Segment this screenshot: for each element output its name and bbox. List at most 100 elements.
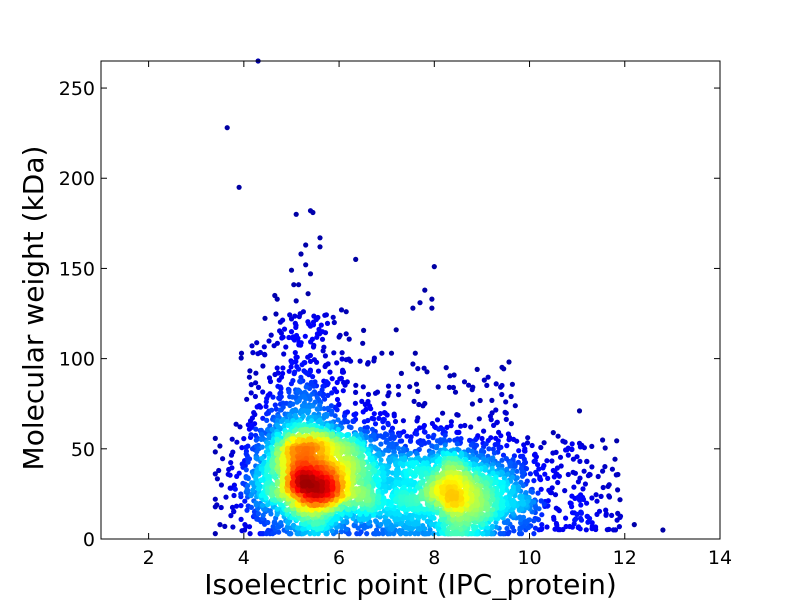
data-point [450,384,456,391]
data-point [435,384,441,390]
data-point [493,502,499,509]
data-point [250,350,256,356]
data-point [529,442,535,449]
data-point [383,447,389,453]
data-point [325,405,331,411]
data-point [241,436,247,442]
data-point [501,475,507,481]
data-point [335,426,341,432]
data-point [421,429,427,435]
data-point [429,443,435,449]
data-point [311,342,317,348]
data-point [289,360,295,366]
data-point [299,362,305,368]
data-point [307,208,314,214]
data-point [484,506,490,512]
data-point [411,398,417,404]
data-point [549,458,555,464]
data-point [280,417,286,423]
data-point [373,527,380,533]
data-point [585,473,592,479]
data-point [296,314,302,320]
data-point [339,350,345,356]
data-point [281,326,288,332]
data-point [542,471,548,477]
data-point [454,441,460,447]
data-point [249,415,255,421]
data-point [382,484,388,490]
data-point [569,504,575,510]
data-point [505,471,511,477]
data-point [412,350,418,356]
data-point [310,374,316,380]
data-point [399,528,405,534]
data-point [363,497,369,504]
data-point [524,499,531,505]
data-point [431,264,437,270]
data-point [247,531,253,537]
data-point [509,474,516,480]
data-point [541,440,547,446]
data-point [271,473,277,480]
data-point [425,433,431,440]
data-point [555,433,561,439]
data-point [257,404,264,410]
data-point [292,350,298,356]
data-point [506,359,512,365]
data-point [368,437,374,443]
data-point [512,403,518,409]
data-point [253,502,259,508]
data-point [229,436,235,442]
data-point [359,523,365,529]
data-point [367,403,373,409]
data-point [343,357,349,363]
data-point [238,355,244,361]
data-point [612,456,618,462]
data-point [267,391,273,397]
data-point [270,394,276,400]
data-point [499,391,505,398]
data-point [220,456,226,462]
data-point [533,469,539,475]
data-point [476,416,482,422]
data-point [294,525,301,531]
data-point [395,445,402,451]
data-point [434,466,440,472]
data-point [532,525,539,531]
data-point [315,419,321,425]
data-point [469,387,475,393]
data-point [505,431,511,437]
data-point [236,470,242,476]
data-point [531,531,537,537]
data-point [321,412,328,418]
data-point [613,472,619,478]
data-point [508,393,514,400]
data-point [288,364,294,370]
data-point [308,379,314,385]
data-point [262,352,268,358]
data-point [397,511,403,518]
data-point [346,424,352,430]
data-point [508,421,514,427]
data-point [314,359,320,365]
data-point [216,467,222,474]
data-point [303,242,309,248]
data-point [307,358,314,364]
data-point [388,458,394,464]
data-point [384,412,390,418]
data-point [249,491,255,497]
data-point [276,524,282,530]
data-point [385,383,392,389]
data-point [246,374,252,380]
data-point [237,424,243,430]
data-point [526,517,532,523]
data-point [353,382,359,388]
data-point [245,483,251,489]
data-point [277,328,283,334]
data-point [343,331,349,337]
data-point [259,455,265,461]
data-point [485,512,491,518]
data-point [552,492,559,498]
data-point [278,520,284,526]
data-point [245,475,251,481]
